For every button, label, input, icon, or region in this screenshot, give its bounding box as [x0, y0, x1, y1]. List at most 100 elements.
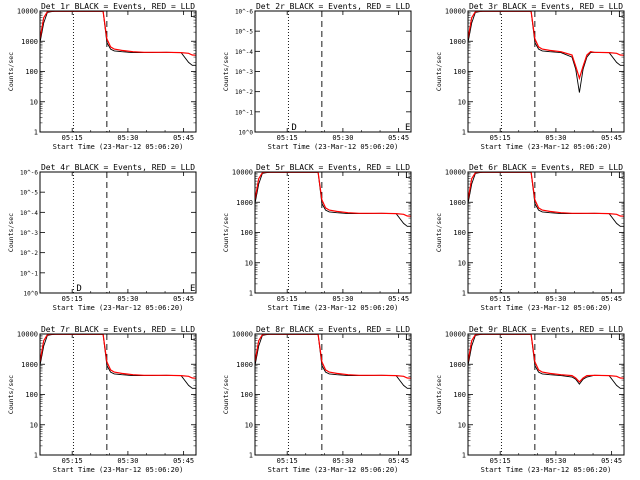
x-tick-label: 05:15 — [490, 457, 511, 465]
x-tick-label: 05:30 — [117, 295, 138, 303]
panel-title: Det 5r BLACK = Events, RED = LLD — [256, 163, 410, 172]
annotation-marker: L — [618, 10, 623, 20]
x-tick-label: 05:15 — [277, 295, 298, 303]
x-tick-label: 05:45 — [601, 295, 622, 303]
y-tick-label: 10^-6 — [235, 9, 253, 16]
annotation-marker: E — [190, 284, 195, 294]
y-axis-label: Counts/sec — [222, 213, 230, 252]
y-tick-label: 1000 — [21, 361, 38, 369]
x-tick-label: 05:15 — [62, 457, 83, 465]
y-tick-label: 1000 — [449, 38, 466, 46]
y-tick-label: 1 — [462, 452, 466, 460]
x-axis-label: Start Time (23-Mar-12 05:06:20) — [481, 466, 612, 474]
plot-frame — [467, 10, 625, 133]
y-axis-label: Counts/sec — [435, 52, 443, 91]
panel-5: Det 5r BLACK = Events, RED = LLD Counts/s… — [222, 163, 412, 312]
y-tick-label: 10 — [30, 421, 38, 429]
plot-frame — [254, 333, 412, 456]
y-tick-label: 100 — [240, 229, 253, 237]
x-tick-label: 05:15 — [490, 134, 511, 142]
reference-lines — [500, 172, 536, 293]
panel-title: Det 8r BLACK = Events, RED = LLD — [256, 325, 410, 334]
x-tick-label: 05:45 — [173, 134, 194, 142]
y-axis-label: Counts/sec — [222, 52, 230, 91]
y-axis-label: Counts/sec — [222, 375, 230, 414]
y-tick-label: 1 — [462, 290, 466, 298]
panel-title: Det 7r BLACK = Events, RED = LLD — [41, 325, 195, 334]
x-tick-label: 05:30 — [332, 457, 353, 465]
x-axis-label: Start Time (23-Mar-12 05:06:20) — [53, 466, 184, 474]
y-tick-label: 10^-6 — [20, 170, 38, 177]
reference-lines — [72, 334, 108, 455]
y-tick-label: 10^-4 — [235, 49, 253, 56]
x-tick-label: 05:30 — [332, 295, 353, 303]
y-tick-label: 10 — [245, 259, 253, 267]
y-tick-label: 10000 — [232, 331, 253, 339]
y-tick-label: 1 — [34, 452, 38, 460]
x-tick-label: 05:30 — [117, 457, 138, 465]
plot-frame — [467, 171, 625, 294]
annotation-marker: D — [76, 284, 81, 294]
y-axis-label: Counts/sec — [7, 52, 15, 91]
annotation-marker: L — [618, 171, 623, 181]
y-tick-label: 1 — [249, 452, 253, 460]
x-tick-label: 05:15 — [277, 457, 298, 465]
y-tick-label: 1 — [249, 290, 253, 298]
y-tick-label: 10000 — [445, 169, 466, 177]
x-axis-label: Start Time (23-Mar-12 05:06:20) — [53, 143, 184, 151]
y-tick-label: 10 — [245, 421, 253, 429]
reference-lines — [500, 334, 536, 455]
y-tick-label: 100 — [453, 391, 466, 399]
x-tick-label: 05:30 — [545, 295, 566, 303]
y-tick-label: 10 — [30, 98, 38, 106]
annotation-marker: E — [405, 123, 410, 133]
annotation-marker: L — [405, 333, 410, 343]
x-tick-label: 05:30 — [545, 134, 566, 142]
panel-title: Det 2r BLACK = Events, RED = LLD — [256, 2, 410, 11]
y-tick-label: 10000 — [445, 331, 466, 339]
plot-frame — [39, 333, 197, 456]
x-axis-label: Start Time (23-Mar-12 05:06:20) — [268, 466, 399, 474]
x-tick-label: 05:45 — [388, 134, 409, 142]
plot-frame — [254, 10, 412, 133]
y-tick-label: 100 — [453, 68, 466, 76]
x-tick-label: 05:30 — [117, 134, 138, 142]
x-tick-label: 05:45 — [388, 295, 409, 303]
panel-title: Det 3r BLACK = Events, RED = LLD — [469, 2, 623, 11]
reference-lines — [72, 11, 108, 132]
x-axis-label: Start Time (23-Mar-12 05:06:20) — [268, 304, 399, 312]
plot-frame — [467, 333, 625, 456]
x-tick-label: 05:15 — [62, 134, 83, 142]
x-tick-label: 05:45 — [601, 457, 622, 465]
y-tick-label: 1000 — [449, 361, 466, 369]
panel-7: Det 7r BLACK = Events, RED = LLD Counts/s… — [7, 325, 197, 474]
plot-frame — [254, 171, 412, 294]
panel-3: Det 3r BLACK = Events, RED = LLD Counts/s… — [435, 2, 625, 151]
x-tick-label: 05:45 — [601, 134, 622, 142]
y-tick-label: 10^-3 — [20, 230, 38, 237]
y-tick-label: 1000 — [236, 199, 253, 207]
y-tick-label: 10 — [458, 259, 466, 267]
panel-title: Det 1r BLACK = Events, RED = LLD — [41, 2, 195, 11]
y-axis-label: Counts/sec — [7, 213, 15, 252]
plot-frame — [39, 171, 197, 294]
x-tick-label: 05:15 — [62, 295, 83, 303]
panel-2: Det 2r BLACK = Events, RED = LLD Counts/s… — [222, 2, 412, 151]
reference-lines — [287, 172, 323, 293]
y-tick-label: 10^0 — [239, 130, 254, 137]
x-tick-label: 05:45 — [173, 295, 194, 303]
y-tick-label: 10000 — [17, 8, 38, 16]
y-tick-label: 1 — [462, 129, 466, 137]
x-tick-label: 05:30 — [332, 134, 353, 142]
x-tick-label: 05:45 — [173, 457, 194, 465]
reference-lines — [72, 172, 108, 293]
y-tick-label: 10^0 — [24, 291, 39, 298]
y-tick-label: 10^-3 — [235, 69, 253, 76]
panel-4: Det 4r BLACK = Events, RED = LLD Counts/s… — [7, 163, 197, 312]
annotation-marker: L — [618, 333, 623, 343]
panel-6: Det 6r BLACK = Events, RED = LLD Counts/s… — [435, 163, 625, 312]
y-tick-label: 100 — [240, 391, 253, 399]
reference-lines — [500, 11, 536, 132]
